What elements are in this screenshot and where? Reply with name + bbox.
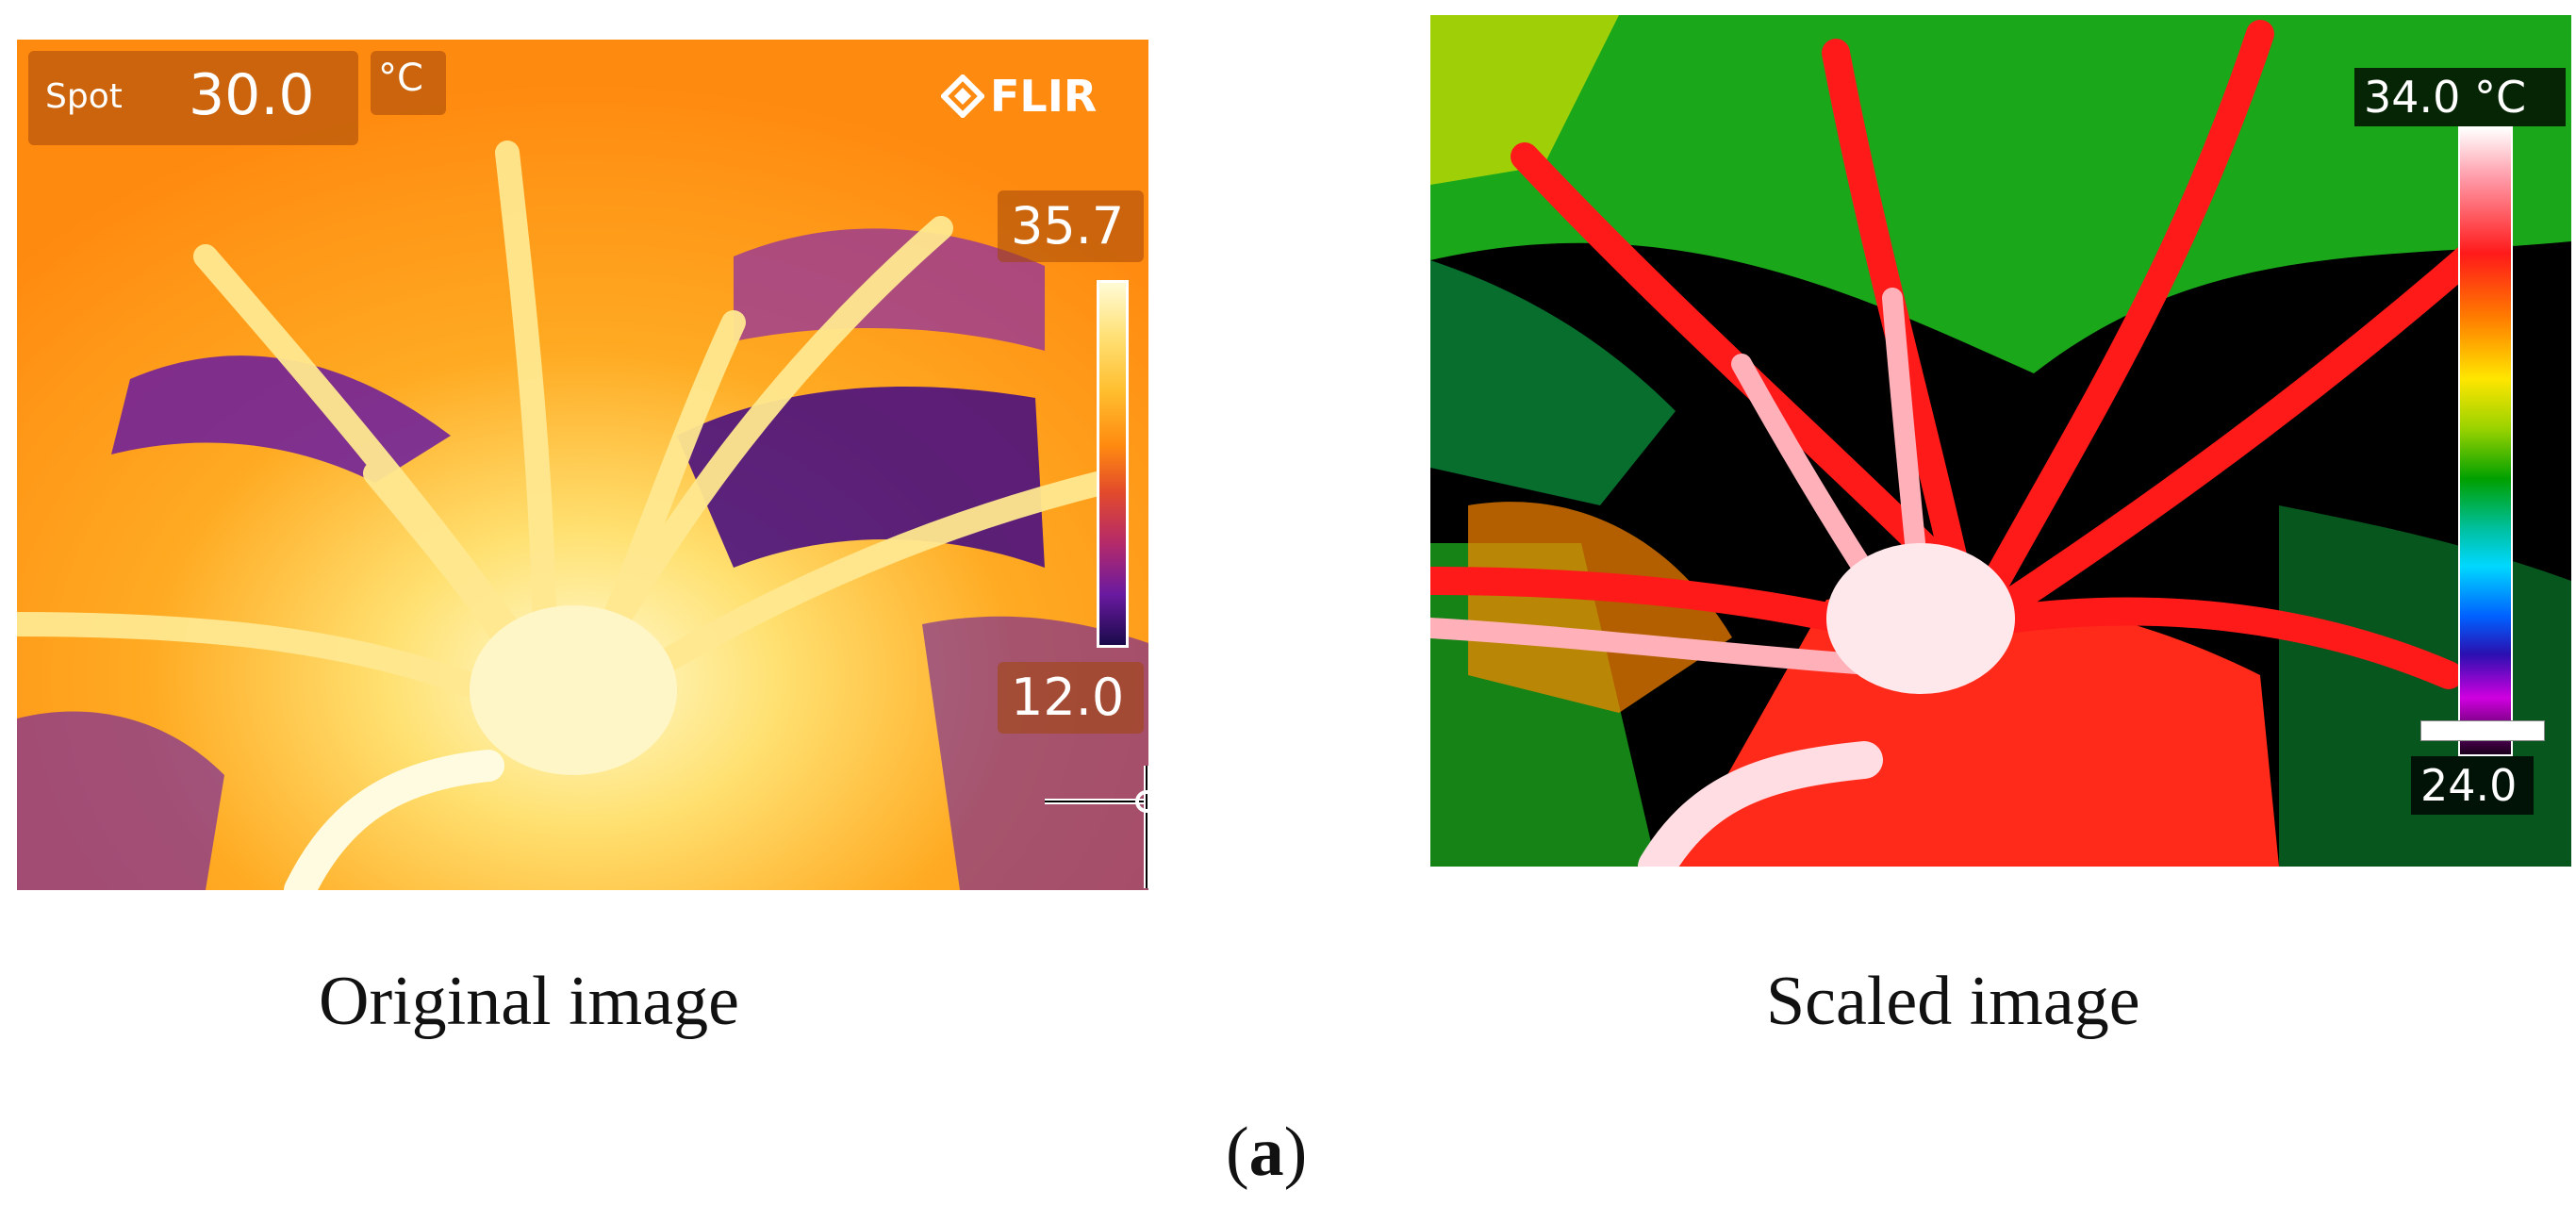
figure-label-letter: a <box>1248 1114 1284 1191</box>
unit-readout: °C <box>371 51 446 115</box>
iron-scale-min: 12.0 <box>1011 668 1125 727</box>
spot-temperature-value: 30.0 <box>189 62 315 128</box>
rainbow-scale-min-box: 24.0 <box>2411 756 2534 815</box>
figure-label-close: ) <box>1283 1114 1308 1191</box>
original-thermal-image: Spot 30.0 °C FLIR 35.7 12.0 <box>17 40 1148 890</box>
rainbow-scale-max: 34.0 °C <box>2364 72 2527 123</box>
scale-marker <box>2420 720 2545 741</box>
flir-logo: FLIR <box>941 70 1097 123</box>
crosshair-icon <box>1045 766 1148 888</box>
temperature-unit: °C <box>378 57 423 100</box>
figure-panel-label: (a) <box>1226 1113 1307 1193</box>
scaled-image-caption: Scaled image <box>1766 963 2140 1040</box>
figure-label-open: ( <box>1226 1114 1249 1191</box>
original-thermal-scene <box>17 40 1148 890</box>
scaled-thermal-image: 34.0 °C 24.0 <box>1430 15 2571 867</box>
iron-scale-max-box: 35.7 <box>998 190 1144 262</box>
iron-scale-min-box: 12.0 <box>998 662 1144 734</box>
flir-brand-text: FLIR <box>990 71 1098 122</box>
spot-label: Spot <box>45 77 123 116</box>
iron-scale-max: 35.7 <box>1011 196 1125 256</box>
scaled-thermal-scene <box>1430 15 2571 867</box>
rainbow-scale-max-box: 34.0 °C <box>2354 68 2566 126</box>
flir-logo-icon <box>941 74 984 118</box>
iron-color-scale-bar <box>1097 280 1129 648</box>
rainbow-color-scale-bar <box>2458 126 2513 756</box>
original-image-caption: Original image <box>319 963 739 1040</box>
spot-readout: Spot 30.0 <box>28 51 358 145</box>
rainbow-scale-min: 24.0 <box>2420 760 2518 811</box>
